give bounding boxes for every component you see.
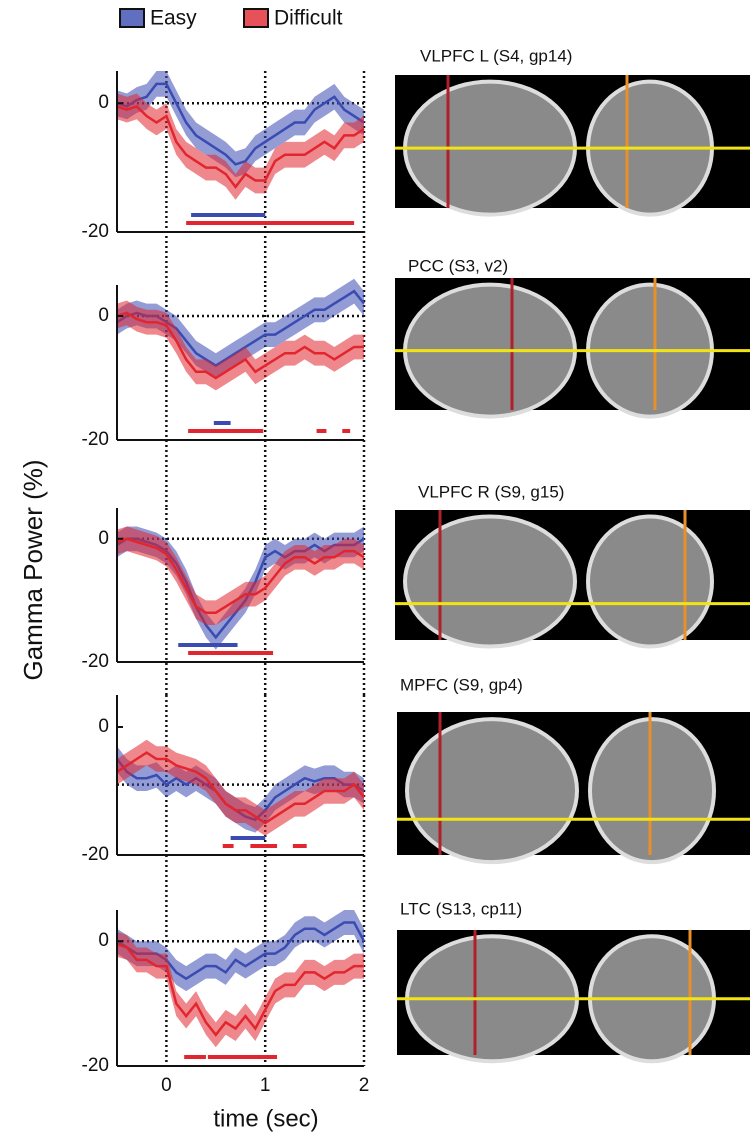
- series-line: [116, 82, 365, 166]
- error-band: [117, 739, 364, 836]
- series-line: [116, 311, 364, 380]
- y-tick-label: 0: [98, 716, 109, 737]
- legend-swatch: [119, 8, 145, 28]
- panel-title: MPFC (S9, gp4): [400, 675, 523, 694]
- brain-coronal: [586, 514, 714, 649]
- legend-swatch: [243, 8, 269, 28]
- x-axis-label: time (sec): [213, 1105, 318, 1132]
- series-line: [116, 537, 365, 614]
- legend-label: Difficult: [274, 7, 343, 30]
- series-line: [116, 104, 365, 189]
- y-tick-label: 0: [98, 528, 109, 549]
- y-tick-label: -20: [82, 1055, 109, 1076]
- error-band: [117, 931, 364, 1048]
- y-tick-label: -20: [82, 844, 109, 865]
- panel-title: VLPFC L (S4, gp14): [420, 46, 572, 65]
- brain-sagittal: [403, 514, 577, 649]
- y-tick-label: 0: [98, 305, 109, 326]
- error-band: [117, 526, 364, 626]
- y-tick-label: -20: [82, 429, 109, 450]
- y-axis-label: Gamma Power (%): [18, 459, 48, 680]
- legend-label: Easy: [150, 7, 197, 30]
- x-tick-label: 0: [161, 1075, 172, 1096]
- y-tick-label: 0: [98, 930, 109, 951]
- error-band: [117, 300, 364, 391]
- x-tick-label: 2: [359, 1075, 370, 1096]
- y-tick-label: -20: [82, 651, 109, 672]
- brain-sagittal: [405, 717, 579, 865]
- series-line: [116, 943, 364, 1037]
- brain-coronal: [588, 717, 716, 865]
- y-tick-label: 0: [98, 92, 109, 113]
- panel-title: LTC (S13, cp11): [400, 899, 522, 918]
- series-line: [116, 751, 365, 825]
- y-tick-label: -20: [82, 221, 109, 242]
- panel-title: VLPFC R (S9, g15): [418, 482, 564, 501]
- x-tick-label: 1: [260, 1075, 271, 1096]
- panel-title: PCC (S3, v2): [408, 256, 508, 275]
- error-band: [117, 71, 364, 178]
